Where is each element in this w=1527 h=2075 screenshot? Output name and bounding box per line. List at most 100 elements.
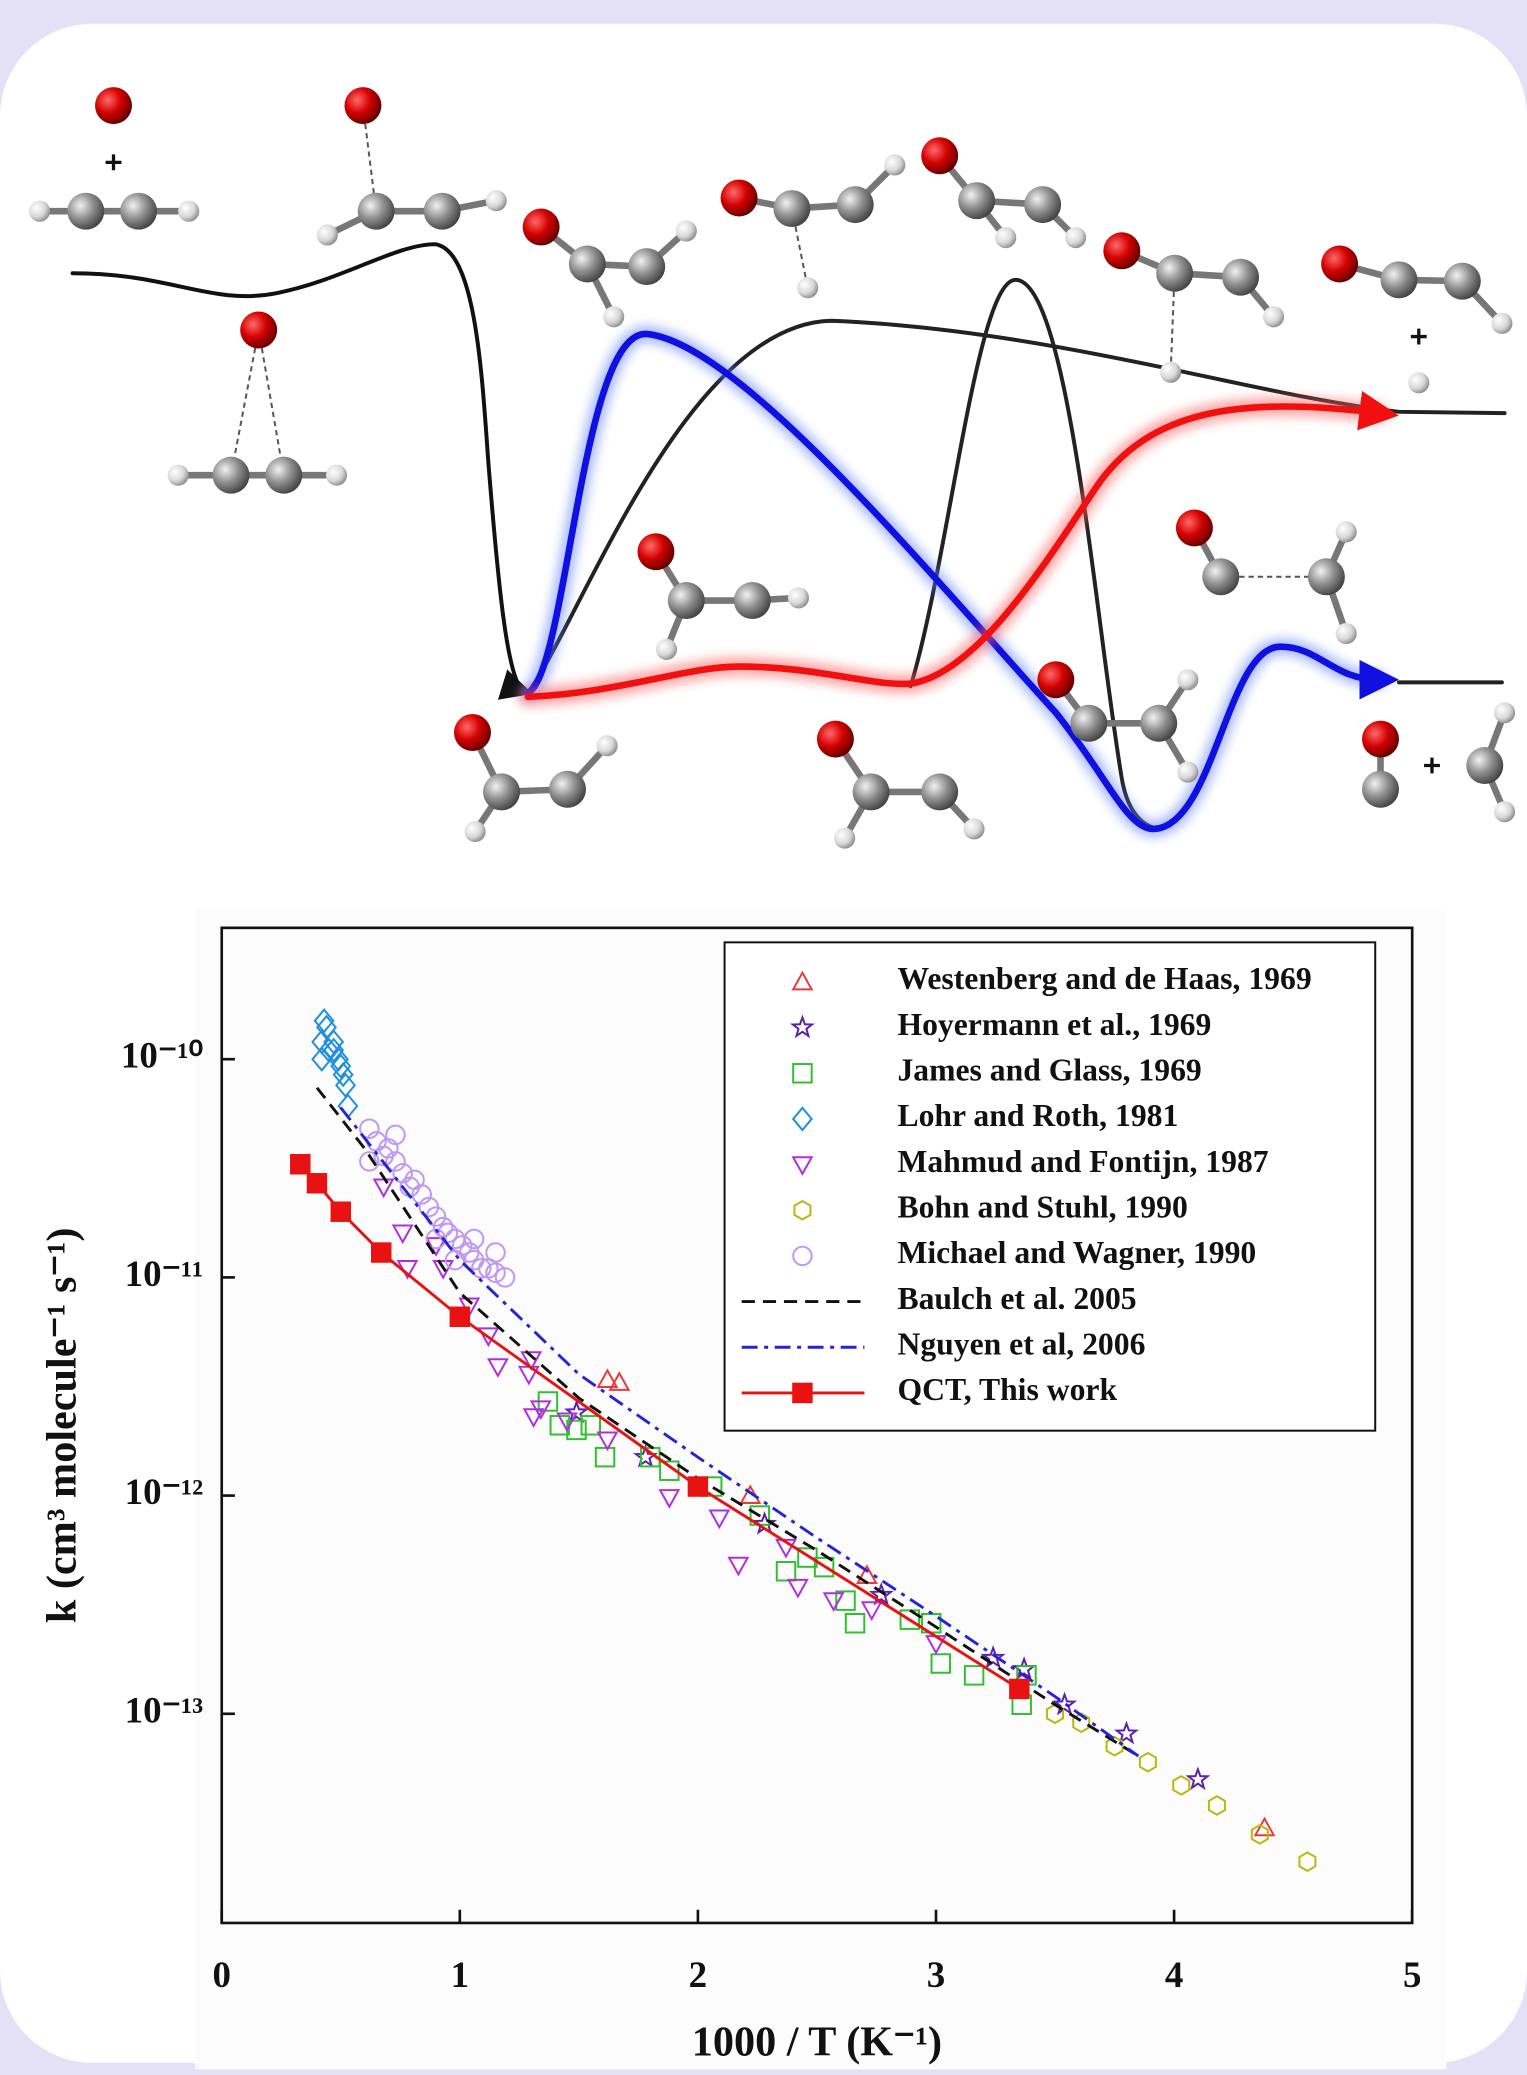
atom bbox=[963, 818, 985, 840]
atom bbox=[787, 587, 810, 609]
point bbox=[290, 1154, 311, 1175]
point bbox=[963, 1665, 985, 1686]
atom bbox=[603, 306, 625, 328]
legend: Westenberg and de Haas, 1969 Hoyermann et… bbox=[723, 941, 1377, 1432]
series bbox=[1046, 1703, 1317, 1873]
point bbox=[1114, 1720, 1139, 1745]
legend-marker bbox=[791, 1156, 814, 1176]
atom bbox=[344, 87, 382, 125]
atom bbox=[485, 190, 507, 212]
molecule bbox=[1103, 232, 1285, 383]
legend-label: Lohr and Roth, 1981 bbox=[897, 1098, 1178, 1133]
atom bbox=[357, 192, 395, 230]
atom bbox=[1222, 258, 1260, 296]
legend-marker bbox=[791, 970, 814, 991]
molecule bbox=[816, 720, 985, 849]
black-path bbox=[908, 277, 1164, 831]
legend-box bbox=[723, 941, 1377, 1432]
point bbox=[980, 1645, 1006, 1669]
atom bbox=[797, 277, 819, 299]
point bbox=[486, 1358, 509, 1378]
atom bbox=[1380, 261, 1418, 299]
point bbox=[463, 1228, 485, 1250]
point bbox=[391, 1224, 414, 1245]
atom bbox=[483, 773, 520, 811]
x-tick-label: 5 bbox=[1403, 1954, 1421, 1995]
legend-label: QCT, This work bbox=[897, 1372, 1117, 1407]
point bbox=[494, 1267, 516, 1288]
atom bbox=[1466, 747, 1504, 784]
atom bbox=[67, 192, 105, 230]
atom bbox=[178, 200, 200, 222]
atom bbox=[852, 773, 890, 811]
atom bbox=[628, 248, 666, 286]
atom bbox=[1037, 661, 1075, 699]
x-tick-label: 0 bbox=[212, 1954, 230, 1995]
atom bbox=[1335, 521, 1357, 543]
point bbox=[775, 1538, 797, 1559]
molecules bbox=[29, 87, 1516, 849]
atom bbox=[836, 186, 874, 224]
atom bbox=[1307, 558, 1345, 596]
point bbox=[313, 1008, 335, 1034]
point bbox=[432, 1216, 454, 1238]
point bbox=[323, 1037, 345, 1063]
atom bbox=[1160, 361, 1182, 383]
molecule bbox=[316, 87, 507, 246]
atom bbox=[316, 224, 338, 246]
molecule bbox=[637, 533, 810, 660]
point bbox=[835, 1590, 856, 1611]
reaction-diagram bbox=[29, 87, 1516, 849]
point bbox=[596, 1368, 619, 1389]
atom bbox=[637, 533, 675, 571]
atom bbox=[995, 227, 1017, 249]
point bbox=[844, 1613, 866, 1634]
point bbox=[385, 1151, 406, 1172]
y-tick-label: 10⁻¹² bbox=[125, 1471, 204, 1512]
atom bbox=[720, 179, 758, 217]
atom bbox=[834, 827, 856, 849]
point bbox=[868, 1581, 894, 1606]
point bbox=[359, 1151, 380, 1172]
point bbox=[332, 1061, 354, 1088]
atom bbox=[958, 182, 996, 220]
point bbox=[432, 1259, 455, 1280]
atom bbox=[464, 820, 486, 843]
point bbox=[1298, 1851, 1317, 1873]
weak-bond bbox=[1169, 273, 1176, 373]
point bbox=[813, 1556, 835, 1578]
point bbox=[477, 1327, 500, 1348]
x-tick-label: 4 bbox=[1165, 1954, 1183, 1995]
plus-sign bbox=[1424, 757, 1440, 774]
atom bbox=[1491, 312, 1513, 334]
atom bbox=[1177, 761, 1199, 783]
point bbox=[1207, 1795, 1226, 1816]
atom bbox=[568, 245, 606, 283]
point bbox=[371, 1242, 392, 1263]
series bbox=[311, 1008, 359, 1119]
point bbox=[449, 1306, 471, 1328]
molecule bbox=[720, 154, 906, 299]
legend-marker bbox=[792, 1245, 813, 1267]
atom bbox=[1408, 372, 1430, 394]
point bbox=[596, 1431, 619, 1452]
atom bbox=[240, 311, 278, 349]
legend-marker bbox=[789, 1014, 815, 1039]
point bbox=[580, 1415, 601, 1436]
plus-sign bbox=[105, 154, 122, 171]
point bbox=[1253, 1816, 1276, 1837]
point bbox=[359, 1118, 380, 1139]
point bbox=[471, 1258, 492, 1279]
point bbox=[822, 1592, 845, 1612]
molecule bbox=[29, 87, 200, 230]
legend-label: Westenberg and de Haas, 1969 bbox=[897, 961, 1311, 996]
atom bbox=[522, 208, 560, 246]
atom bbox=[1140, 704, 1178, 742]
point bbox=[775, 1561, 797, 1582]
point bbox=[385, 1124, 406, 1146]
atom bbox=[921, 773, 959, 811]
atom bbox=[1362, 720, 1399, 758]
point bbox=[727, 1556, 750, 1577]
point bbox=[1052, 1691, 1078, 1716]
